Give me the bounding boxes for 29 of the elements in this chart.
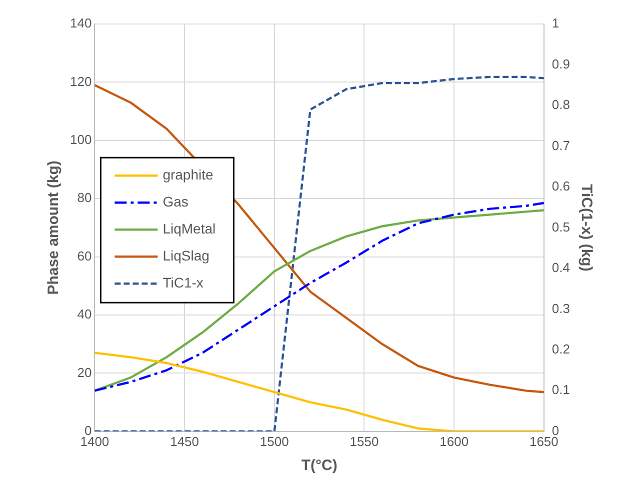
legend-label: graphite	[162, 166, 214, 182]
x-tick-label: 1550	[350, 434, 379, 449]
y-tick-label: 40	[77, 306, 92, 322]
y-tick-label: 100	[70, 132, 92, 147]
y2-tick-label: 0.1	[552, 382, 570, 398]
x-tick-label: 1500	[260, 434, 289, 449]
y2-tick-label: 0.7	[552, 138, 570, 153]
y-axis-title: Phase amount (kg)	[45, 160, 62, 295]
y-tick-label: 120	[70, 74, 92, 89]
y2-tick-label: 1	[552, 16, 560, 31]
y-tick-label: 80	[77, 190, 92, 206]
y2-tick-label: 0.3	[552, 300, 570, 316]
legend-label: TiC1-x	[162, 274, 204, 290]
y2-tick-label: 0.5	[552, 219, 570, 234]
x-tick-label: 1450	[170, 434, 199, 449]
y-tick-label: 20	[77, 364, 92, 380]
legend-label: Gas	[162, 193, 188, 210]
y2-tick-label: 0.8	[552, 97, 570, 112]
y2-axis-title: TiC(1-x) (kg)	[578, 184, 595, 272]
y-tick-label: 140	[70, 16, 92, 31]
y2-tick-label: 0.6	[552, 178, 570, 194]
y2-tick-label: 0.9	[552, 56, 570, 72]
y2-tick-label: 0.2	[552, 342, 570, 356]
y2-tick-label: 0.4	[552, 260, 570, 276]
legend-label: LiqSlag	[162, 247, 210, 264]
y-tick-label: 60	[77, 248, 92, 264]
x-axis-title: T(°C)	[301, 457, 338, 474]
legend-label: LiqMetal	[162, 220, 216, 236]
x-tick-label: 1600	[440, 434, 469, 449]
